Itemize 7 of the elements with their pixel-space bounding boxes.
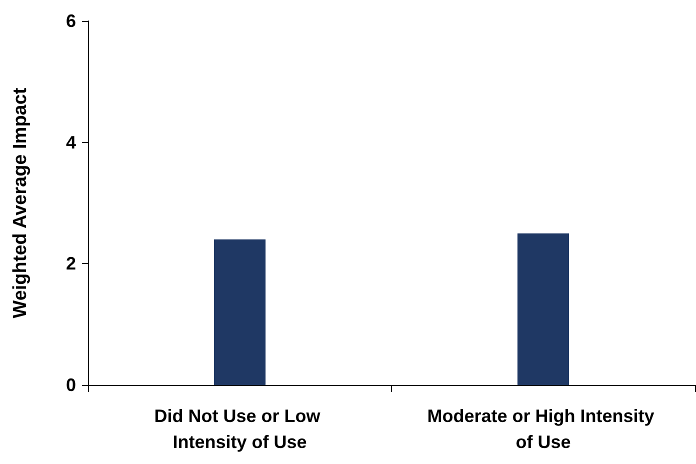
y-tick-label: 6 (66, 11, 76, 31)
y-tick-label: 0 (66, 375, 76, 395)
y-tick-label: 4 (66, 132, 76, 152)
y-tick-label: 2 (66, 254, 76, 274)
x-tick-label: Moderate or High Intensity of Use (427, 406, 660, 452)
y-axis-title: Weighted Average Impact (10, 87, 31, 318)
x-tick-label: Did Not Use or Low Intensity of Use (154, 406, 326, 452)
